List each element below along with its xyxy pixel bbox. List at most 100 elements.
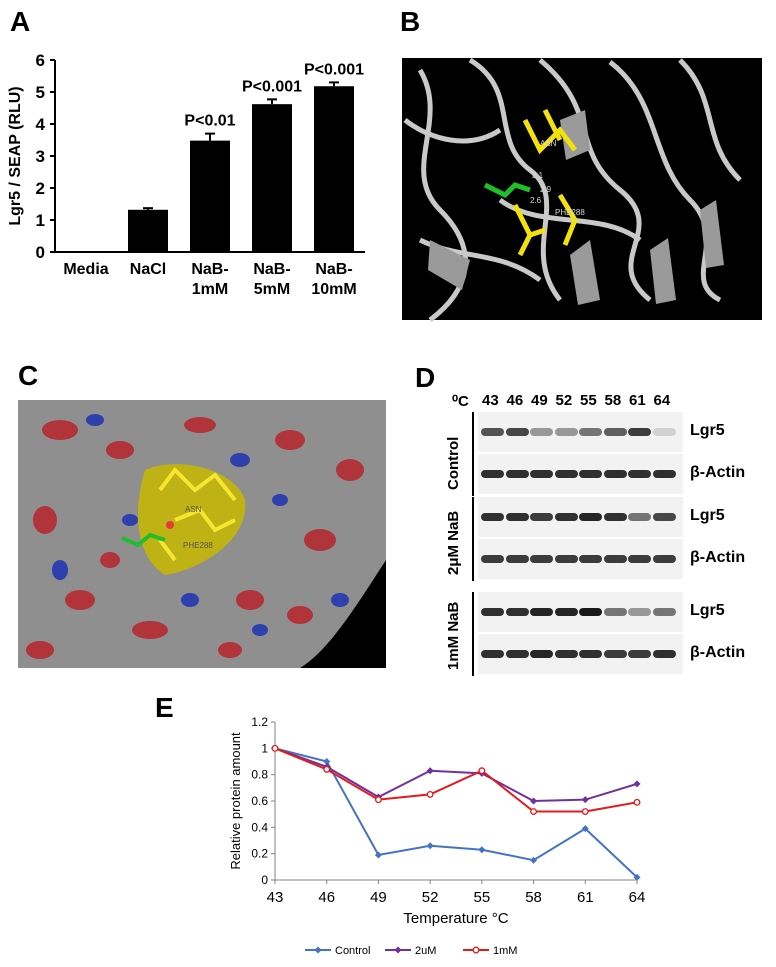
legend-marker	[394, 946, 402, 954]
blot-band	[554, 555, 578, 563]
distance-label-2: 2.9	[540, 185, 552, 194]
panel-letter-e: E	[155, 692, 174, 723]
category-label: NaB-	[191, 261, 228, 278]
blot-row-label: β-Actin	[690, 644, 746, 661]
blot-band	[579, 428, 602, 436]
blot-row-label: Lgr5	[690, 507, 725, 524]
category-label: 5mM	[254, 281, 290, 298]
blot-temperature-label: 58	[604, 392, 622, 409]
blot-group-divider	[472, 412, 474, 496]
blot-band	[505, 513, 529, 521]
blot-band	[481, 513, 504, 521]
x-tick-label: 46	[318, 889, 335, 906]
blot-band	[481, 428, 504, 436]
blot-band	[603, 650, 627, 658]
bar	[252, 104, 292, 252]
blot-band	[628, 650, 651, 658]
x-tick-label: 55	[474, 889, 491, 906]
data-point	[478, 846, 486, 854]
data-point	[530, 808, 538, 815]
y-tick-label: 1.2	[251, 715, 268, 729]
legend-marker	[314, 946, 322, 954]
category-label: 10mM	[311, 281, 356, 298]
y-tick-label: 0.6	[251, 794, 268, 808]
blot-band	[579, 470, 602, 478]
blot-group-divider	[472, 592, 474, 676]
data-point	[374, 796, 382, 804]
y-tick-label: 6	[36, 51, 45, 70]
blot-band	[603, 608, 627, 616]
y-axis-label: Relative protein amount	[228, 732, 243, 870]
p-value-label: P<0.01	[184, 113, 235, 130]
category-label: NaB-	[315, 261, 352, 278]
data-point	[426, 790, 434, 798]
blot-band	[530, 470, 553, 478]
blot-band	[481, 470, 504, 478]
blot-band	[628, 470, 651, 478]
x-tick-label: 58	[525, 889, 542, 906]
blot-band	[481, 608, 504, 616]
data-point	[581, 808, 589, 815]
blot-temperature-label: 64	[653, 392, 671, 409]
blot-band	[554, 608, 578, 616]
legend-label: Control	[335, 945, 370, 957]
data-point	[271, 744, 279, 752]
bar	[190, 140, 230, 252]
blot-band	[530, 555, 553, 563]
panel-letter-b: B	[400, 6, 421, 37]
blot-band	[652, 608, 676, 616]
blot-band	[579, 650, 602, 658]
surface-label-phe: PHE288	[183, 541, 213, 550]
blot-band	[481, 555, 504, 563]
data-point	[426, 842, 434, 850]
blot-band	[505, 555, 529, 563]
blot-band	[603, 513, 627, 521]
residue-label-phe: PHE288	[555, 208, 585, 217]
data-point	[323, 765, 331, 773]
y-tick-label: 0.2	[251, 847, 268, 861]
x-axis-label: Temperature °C	[403, 910, 508, 927]
blot-band	[603, 428, 627, 436]
data-point	[633, 873, 641, 881]
blot-band	[505, 428, 529, 436]
legend-marker	[472, 946, 480, 954]
blot-temperature-label: 46	[506, 392, 524, 409]
y-tick-label: 0	[261, 873, 268, 887]
blot-row-label: β-Actin	[690, 464, 746, 481]
blot-row-label: Lgr5	[690, 422, 725, 439]
blot-row-label: β-Actin	[690, 549, 746, 566]
blot-band	[579, 513, 602, 521]
surface-label-asn: ASN	[185, 505, 202, 514]
blot-temperature-label: 52	[555, 392, 573, 409]
bar	[128, 209, 168, 252]
legend-label: 2uM	[415, 945, 436, 957]
blot-band	[530, 608, 553, 616]
series-line	[274, 747, 638, 879]
x-tick-label: 49	[370, 889, 387, 906]
p-value-label: P<0.001	[304, 61, 364, 78]
blot-band	[628, 555, 651, 563]
blot-band	[505, 470, 529, 478]
category-label: NaCl	[130, 261, 166, 278]
x-tick-label: 43	[267, 889, 284, 906]
blot-temperature-label: 49	[531, 392, 548, 409]
blot-band	[603, 470, 627, 478]
blot-group-divider	[472, 497, 474, 581]
blot-temperature-label: 61	[629, 392, 646, 409]
y-tick-label: 0.8	[251, 768, 268, 782]
x-tick-label: 64	[629, 889, 646, 906]
blot-band	[652, 650, 676, 658]
series-line	[274, 747, 638, 813]
data-point	[581, 796, 589, 804]
legend-label: 1mM	[493, 945, 517, 957]
distance-label-3: 2.6	[530, 196, 542, 205]
blot-band	[505, 650, 529, 658]
y-tick-label: 3	[36, 147, 45, 166]
data-point	[374, 851, 382, 859]
category-label: NaB-	[253, 261, 290, 278]
y-tick-label: 2	[36, 179, 45, 198]
y-axis-label: Lgr5 / SEAP (RLU)	[7, 86, 24, 225]
p-value-label: P<0.001	[242, 78, 302, 95]
